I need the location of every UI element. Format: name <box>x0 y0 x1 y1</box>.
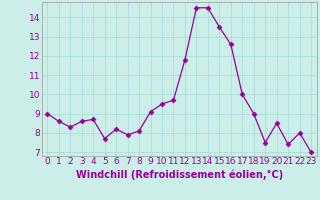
X-axis label: Windchill (Refroidissement éolien,°C): Windchill (Refroidissement éolien,°C) <box>76 169 283 180</box>
